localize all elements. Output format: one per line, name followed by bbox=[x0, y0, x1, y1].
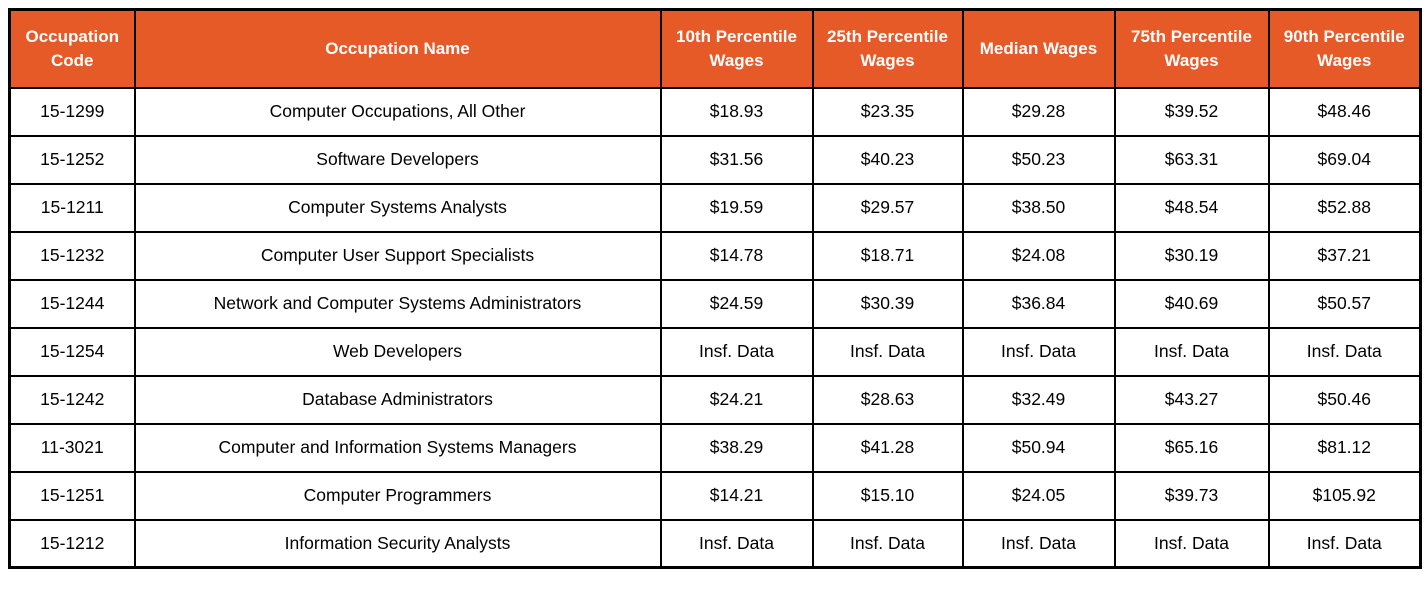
cell-25th-percentile-wages: $40.23 bbox=[811, 134, 964, 185]
table-row: 11-3021 Computer and Information Systems … bbox=[8, 422, 1422, 473]
cell-90th-percentile-wages: $69.04 bbox=[1267, 134, 1422, 185]
table-header: Occupation Code Occupation Name 10th Per… bbox=[8, 8, 1422, 89]
cell-75th-percentile-wages: $40.69 bbox=[1113, 278, 1270, 329]
cell-occupation-code: 15-1242 bbox=[8, 374, 136, 425]
cell-75th-percentile-wages: $39.52 bbox=[1113, 86, 1270, 137]
cell-occupation-code: 15-1244 bbox=[8, 278, 136, 329]
cell-25th-percentile-wages: $41.28 bbox=[811, 422, 964, 473]
cell-10th-percentile-wages: $14.21 bbox=[659, 470, 814, 521]
cell-90th-percentile-wages: $37.21 bbox=[1267, 230, 1422, 281]
column-header-occupation-name: Occupation Name bbox=[133, 8, 662, 89]
cell-75th-percentile-wages: Insf. Data bbox=[1113, 326, 1270, 377]
cell-25th-percentile-wages: $15.10 bbox=[811, 470, 964, 521]
cell-10th-percentile-wages: Insf. Data bbox=[659, 326, 814, 377]
cell-75th-percentile-wages: Insf. Data bbox=[1113, 518, 1270, 569]
cell-occupation-code: 15-1212 bbox=[8, 518, 136, 569]
cell-10th-percentile-wages: $18.93 bbox=[659, 86, 814, 137]
cell-median-wages: $50.94 bbox=[961, 422, 1116, 473]
cell-occupation-name: Computer User Support Specialists bbox=[133, 230, 662, 281]
cell-90th-percentile-wages: $50.57 bbox=[1267, 278, 1422, 329]
cell-occupation-name: Database Administrators bbox=[133, 374, 662, 425]
table-row: 15-1244 Network and Computer Systems Admi… bbox=[8, 278, 1422, 329]
column-header-10th-percentile-wages: 10th Percentile Wages bbox=[659, 8, 814, 89]
table-body: 15-1299 Computer Occupations, All Other $1… bbox=[8, 86, 1422, 569]
cell-median-wages: $36.84 bbox=[961, 278, 1116, 329]
column-header-25th-percentile-wages: 25th Percentile Wages bbox=[811, 8, 964, 89]
cell-occupation-name: Computer Systems Analysts bbox=[133, 182, 662, 233]
cell-90th-percentile-wages: Insf. Data bbox=[1267, 326, 1422, 377]
table-row: 15-1254 Web Developers Insf. Data Insf. Dat… bbox=[8, 326, 1422, 377]
table-row: 15-1211 Computer Systems Analysts $19.59 $2… bbox=[8, 182, 1422, 233]
cell-occupation-code: 15-1251 bbox=[8, 470, 136, 521]
cell-median-wages: $32.49 bbox=[961, 374, 1116, 425]
cell-25th-percentile-wages: $30.39 bbox=[811, 278, 964, 329]
cell-90th-percentile-wages: $105.92 bbox=[1267, 470, 1422, 521]
cell-median-wages: $24.08 bbox=[961, 230, 1116, 281]
table-row: 15-1252 Software Developers $31.56 $40.23 $5… bbox=[8, 134, 1422, 185]
cell-occupation-name: Computer and Information Systems Manager… bbox=[133, 422, 662, 473]
cell-75th-percentile-wages: $39.73 bbox=[1113, 470, 1270, 521]
cell-10th-percentile-wages: $14.78 bbox=[659, 230, 814, 281]
table-row: 15-1232 Computer User Support Specialists… bbox=[8, 230, 1422, 281]
cell-median-wages: $38.50 bbox=[961, 182, 1116, 233]
cell-75th-percentile-wages: $65.16 bbox=[1113, 422, 1270, 473]
table-row: 15-1251 Computer Programmers $14.21 $15.10 $… bbox=[8, 470, 1422, 521]
occupation-wages-table: Occupation Code Occupation Name 10th Per… bbox=[8, 8, 1422, 569]
cell-10th-percentile-wages: $31.56 bbox=[659, 134, 814, 185]
cell-occupation-code: 15-1299 bbox=[8, 86, 136, 137]
cell-25th-percentile-wages: Insf. Data bbox=[811, 518, 964, 569]
cell-25th-percentile-wages: $23.35 bbox=[811, 86, 964, 137]
column-header-occupation-code: Occupation Code bbox=[8, 8, 136, 89]
cell-occupation-code: 15-1254 bbox=[8, 326, 136, 377]
cell-10th-percentile-wages: $24.21 bbox=[659, 374, 814, 425]
cell-median-wages: Insf. Data bbox=[961, 518, 1116, 569]
cell-75th-percentile-wages: $43.27 bbox=[1113, 374, 1270, 425]
cell-25th-percentile-wages: Insf. Data bbox=[811, 326, 964, 377]
table-row: 15-1242 Database Administrators $24.21 $28.… bbox=[8, 374, 1422, 425]
column-header-75th-percentile-wages: 75th Percentile Wages bbox=[1113, 8, 1270, 89]
cell-median-wages: $24.05 bbox=[961, 470, 1116, 521]
cell-occupation-name: Information Security Analysts bbox=[133, 518, 662, 569]
cell-25th-percentile-wages: $29.57 bbox=[811, 182, 964, 233]
cell-median-wages: $50.23 bbox=[961, 134, 1116, 185]
cell-occupation-name: Network and Computer Systems Administrat… bbox=[133, 278, 662, 329]
cell-occupation-code: 11-3021 bbox=[8, 422, 136, 473]
cell-occupation-code: 15-1211 bbox=[8, 182, 136, 233]
cell-occupation-name: Computer Programmers bbox=[133, 470, 662, 521]
column-header-90th-percentile-wages: 90th Percentile Wages bbox=[1267, 8, 1422, 89]
cell-90th-percentile-wages: Insf. Data bbox=[1267, 518, 1422, 569]
cell-occupation-name: Web Developers bbox=[133, 326, 662, 377]
cell-median-wages: Insf. Data bbox=[961, 326, 1116, 377]
cell-10th-percentile-wages: $19.59 bbox=[659, 182, 814, 233]
cell-90th-percentile-wages: $81.12 bbox=[1267, 422, 1422, 473]
cell-75th-percentile-wages: $63.31 bbox=[1113, 134, 1270, 185]
cell-10th-percentile-wages: Insf. Data bbox=[659, 518, 814, 569]
cell-occupation-code: 15-1232 bbox=[8, 230, 136, 281]
column-header-median-wages: Median Wages bbox=[961, 8, 1116, 89]
cell-90th-percentile-wages: $50.46 bbox=[1267, 374, 1422, 425]
cell-10th-percentile-wages: $24.59 bbox=[659, 278, 814, 329]
cell-10th-percentile-wages: $38.29 bbox=[659, 422, 814, 473]
table-row: 15-1212 Information Security Analysts Insf… bbox=[8, 518, 1422, 569]
cell-median-wages: $29.28 bbox=[961, 86, 1116, 137]
cell-25th-percentile-wages: $28.63 bbox=[811, 374, 964, 425]
table-row: 15-1299 Computer Occupations, All Other $1… bbox=[8, 86, 1422, 137]
cell-75th-percentile-wages: $30.19 bbox=[1113, 230, 1270, 281]
cell-occupation-code: 15-1252 bbox=[8, 134, 136, 185]
cell-occupation-name: Computer Occupations, All Other bbox=[133, 86, 662, 137]
cell-90th-percentile-wages: $48.46 bbox=[1267, 86, 1422, 137]
cell-75th-percentile-wages: $48.54 bbox=[1113, 182, 1270, 233]
cell-occupation-name: Software Developers bbox=[133, 134, 662, 185]
cell-90th-percentile-wages: $52.88 bbox=[1267, 182, 1422, 233]
cell-25th-percentile-wages: $18.71 bbox=[811, 230, 964, 281]
header-row: Occupation Code Occupation Name 10th Per… bbox=[8, 8, 1422, 89]
